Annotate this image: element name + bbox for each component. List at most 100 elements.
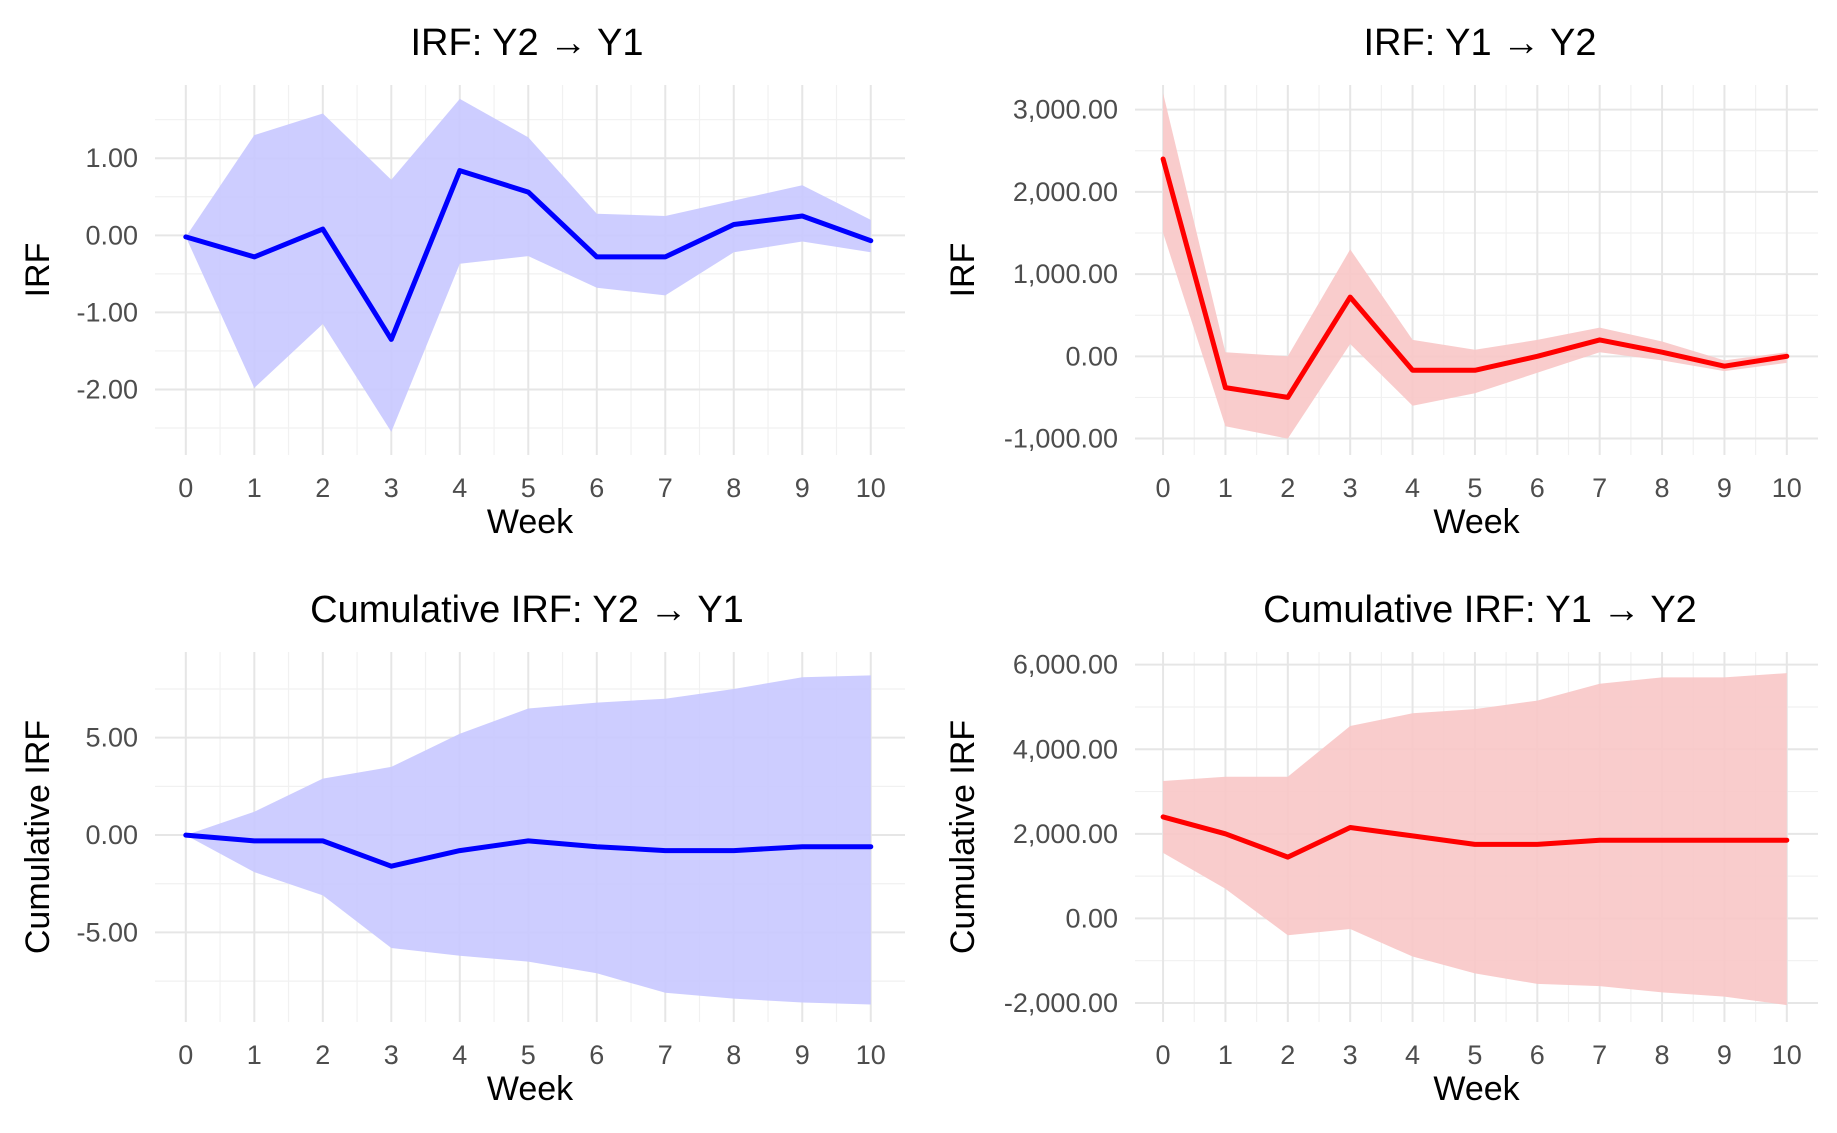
x-tick-label: 6	[1530, 473, 1545, 503]
x-tick-label: 5	[521, 473, 536, 503]
data-point	[594, 844, 599, 849]
x-tick-label: 2	[315, 473, 330, 503]
y-axis-label: IRF	[19, 243, 57, 298]
data-point	[183, 234, 188, 239]
data-point	[320, 227, 325, 232]
data-point	[731, 848, 736, 853]
x-tick-label: 0	[1156, 1040, 1171, 1070]
y-tick-label: 1.00	[85, 143, 138, 173]
chart-title: Cumulative IRF: Y2 → Y1	[310, 589, 744, 631]
data-point	[1223, 385, 1228, 390]
x-tick-label: 2	[1280, 1040, 1295, 1070]
confidence-band	[1163, 673, 1787, 1006]
y-tick-label: 0.00	[85, 220, 138, 250]
confidence-band	[185, 98, 871, 432]
data-point	[663, 254, 668, 259]
data-point	[731, 222, 736, 227]
y-axis-label: Cumulative IRF	[19, 720, 57, 954]
data-point	[1285, 395, 1290, 400]
x-tick-label: 8	[726, 473, 741, 503]
data-point	[868, 238, 873, 243]
x-tick-label: 3	[1343, 1040, 1358, 1070]
x-tick-label: 10	[856, 473, 886, 503]
x-tick-label: 8	[1655, 1040, 1670, 1070]
data-point	[1535, 842, 1540, 847]
data-point	[1597, 838, 1602, 843]
x-tick-label: 2	[315, 1040, 330, 1070]
y-axis-label: IRF	[944, 243, 982, 298]
data-point	[320, 838, 325, 843]
y-tick-label: 1,000.00	[1013, 259, 1118, 289]
y-tick-label: 0.00	[1065, 903, 1118, 933]
x-tick-label: 0	[178, 1040, 193, 1070]
x-tick-label: 10	[856, 1040, 886, 1070]
data-point	[1348, 295, 1353, 300]
x-tick-label: 8	[1655, 473, 1670, 503]
data-point	[1660, 350, 1665, 355]
data-point	[1722, 838, 1727, 843]
x-tick-label: 9	[1717, 1040, 1732, 1070]
x-tick-label: 4	[452, 473, 467, 503]
x-tick-label: 6	[1530, 1040, 1545, 1070]
y-tick-label: -5.00	[76, 917, 138, 947]
data-point	[457, 168, 462, 173]
data-point	[868, 844, 873, 849]
x-tick-label: 3	[384, 1040, 399, 1070]
data-point	[1161, 157, 1166, 161]
data-point	[594, 254, 599, 259]
data-point	[183, 833, 188, 838]
data-point	[663, 848, 668, 853]
x-tick-label: 3	[1343, 473, 1358, 503]
y-axis-label: Cumulative IRF	[944, 720, 982, 954]
data-point	[389, 337, 394, 342]
chart-title: IRF: Y1 → Y2	[1363, 22, 1596, 64]
chart-title: IRF: Y2 → Y1	[410, 22, 643, 64]
x-tick-label: 1	[247, 473, 262, 503]
x-tick-label: 9	[795, 1040, 810, 1070]
data-point	[252, 254, 257, 259]
data-point	[526, 838, 531, 843]
x-tick-label: 0	[1156, 473, 1171, 503]
data-point	[1410, 833, 1415, 838]
data-point	[1784, 354, 1789, 359]
data-point	[1223, 831, 1228, 836]
x-tick-label: 1	[1218, 473, 1233, 503]
y-tick-label: 2,000.00	[1013, 819, 1118, 849]
data-point	[1722, 364, 1727, 369]
x-tick-label: 7	[658, 473, 673, 503]
x-tick-label: 8	[726, 1040, 741, 1070]
x-tick-label: 5	[1467, 473, 1482, 503]
cumulative-irf-y1-y2-panel: Cumulative IRF: Y1 → Y2 6,000.00 4,000.00 2…	[944, 589, 1818, 1108]
x-tick-label: 0	[178, 473, 193, 503]
x-tick-label: 6	[589, 473, 604, 503]
x-tick-label: 1	[247, 1040, 262, 1070]
x-axis-label: Week	[1433, 503, 1520, 541]
data-point	[1472, 368, 1477, 373]
y-tick-label: 6,000.00	[1013, 650, 1118, 680]
x-axis-label: Week	[1433, 1070, 1520, 1108]
x-tick-label: 7	[658, 1040, 673, 1070]
y-tick-label: 2,000.00	[1013, 177, 1118, 207]
data-point	[1472, 842, 1477, 847]
x-axis-label: Week	[487, 503, 574, 541]
data-point	[1285, 855, 1290, 860]
x-tick-label: 6	[589, 1040, 604, 1070]
data-point	[252, 838, 257, 843]
irf-y1-y2-panel: IRF: Y1 → Y2 3,000.00 2,000.00 1,000.00 0.00…	[944, 22, 1818, 541]
x-tick-label: 10	[1772, 473, 1802, 503]
data-point	[1535, 354, 1540, 359]
confidence-band	[1163, 93, 1787, 439]
y-tick-label: 4,000.00	[1013, 734, 1118, 764]
x-tick-label: 3	[384, 473, 399, 503]
data-point	[526, 190, 531, 195]
x-tick-label: 4	[1405, 473, 1420, 503]
x-tick-label: 10	[1772, 1040, 1802, 1070]
y-tick-label: -1.00	[76, 297, 138, 327]
y-tick-label: -1,000.00	[1004, 424, 1118, 454]
x-tick-label: 4	[452, 1040, 467, 1070]
y-tick-label: 3,000.00	[1013, 95, 1118, 125]
data-point	[1348, 825, 1353, 830]
y-tick-label: -2,000.00	[1004, 988, 1118, 1018]
x-tick-label: 1	[1218, 1040, 1233, 1070]
data-point	[389, 864, 394, 869]
